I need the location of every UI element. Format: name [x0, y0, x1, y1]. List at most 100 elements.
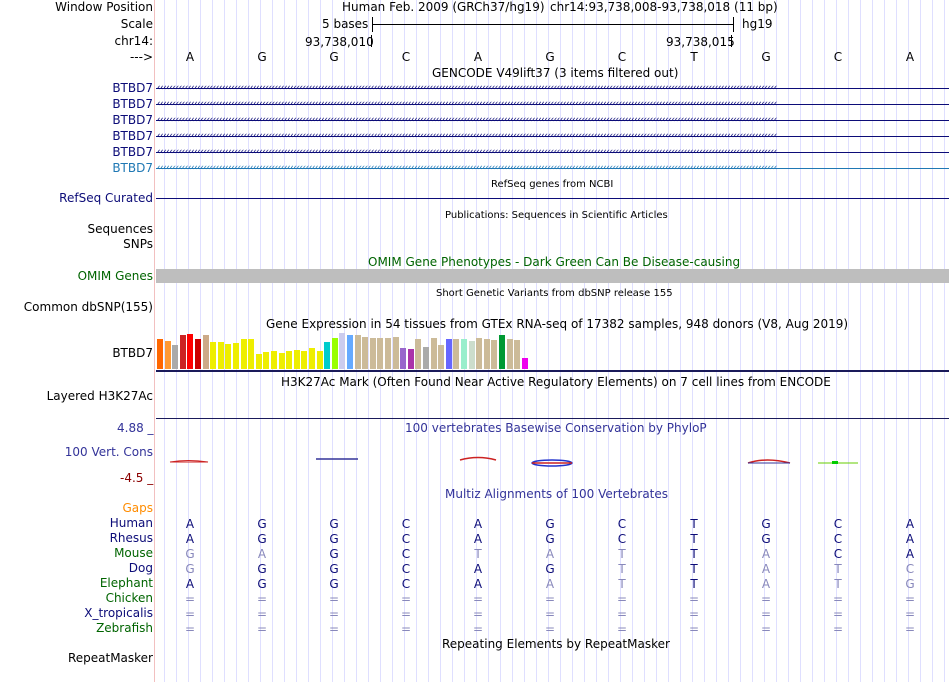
- gencode-gene-label[interactable]: BTBD7: [112, 81, 153, 95]
- publications-title[interactable]: Publications: Sequences in Scientific Ar…: [445, 210, 668, 221]
- species-label[interactable]: X_tropicalis: [84, 606, 153, 620]
- gtex-tissue-bar[interactable]: [369, 338, 376, 369]
- gtex-tissue-bar[interactable]: [309, 348, 315, 369]
- gtex-tissue-bar[interactable]: [385, 338, 391, 369]
- h3k27ac-label[interactable]: Layered H3K27Ac: [46, 389, 153, 403]
- snps-label[interactable]: SNPs: [123, 237, 153, 251]
- gtex-tissue-bar[interactable]: [164, 341, 171, 369]
- gtex-tissue-bar[interactable]: [514, 340, 521, 369]
- coord-left-tick: [371, 35, 372, 47]
- aligned-base: G: [545, 532, 555, 546]
- gtex-tissue-bar[interactable]: [445, 339, 452, 369]
- gencode-gene-label[interactable]: BTBD7: [112, 161, 153, 175]
- repeatmasker-title[interactable]: Repeating Elements by RepeatMasker: [442, 637, 670, 651]
- aligned-base: =: [904, 592, 916, 606]
- gtex-tissue-bar[interactable]: [179, 335, 186, 369]
- repeatmasker-label[interactable]: RepeatMasker: [67, 651, 153, 665]
- gtex-tissue-bar[interactable]: [172, 345, 179, 369]
- gtex-tissue-bar[interactable]: [331, 338, 338, 369]
- gtex-tissue-bar[interactable]: [324, 342, 331, 369]
- gtex-tissue-bar[interactable]: [339, 333, 346, 369]
- phylop-title[interactable]: 100 vertebrates Basewise Conservation by…: [405, 421, 707, 435]
- gtex-tissue-bar[interactable]: [286, 351, 293, 369]
- gtex-tissue-bar[interactable]: [521, 358, 528, 369]
- gaps-label[interactable]: Gaps: [122, 501, 153, 515]
- species-label[interactable]: Elephant: [99, 576, 153, 590]
- species-label[interactable]: Human: [109, 516, 153, 530]
- gencode-gene-label[interactable]: BTBD7: [112, 113, 153, 127]
- gencode-gene-line[interactable]: [156, 168, 949, 169]
- species-label[interactable]: Mouse: [114, 546, 153, 560]
- gtex-tissue-bar[interactable]: [499, 335, 505, 369]
- refseq-title[interactable]: RefSeq genes from NCBI: [491, 179, 614, 190]
- gtex-tissue-bar[interactable]: [362, 337, 369, 369]
- gtex-gene-line[interactable]: [156, 370, 949, 372]
- gtex-tissue-bar[interactable]: [407, 349, 414, 369]
- gtex-tissue-bar[interactable]: [461, 339, 467, 369]
- gencode-gene-line[interactable]: [156, 104, 949, 105]
- gtex-tissue-bar[interactable]: [392, 337, 399, 369]
- grid-line: [224, 0, 225, 682]
- gencode-gene-line[interactable]: [156, 136, 949, 137]
- gtex-tissue-bar[interactable]: [430, 338, 437, 369]
- gtex-tissue-bar[interactable]: [248, 339, 255, 369]
- omim-gene-bar[interactable]: [156, 269, 949, 283]
- gencode-title[interactable]: GENCODE V49lift37 (3 items filtered out): [432, 66, 679, 80]
- gencode-gene-line[interactable]: [156, 88, 949, 89]
- gtex-tissue-bar[interactable]: [491, 340, 498, 369]
- multiz-title[interactable]: Multiz Alignments of 100 Vertebrates: [445, 487, 669, 501]
- gencode-gene-line[interactable]: [156, 152, 949, 153]
- gtex-tissue-bar[interactable]: [347, 335, 353, 369]
- gencode-gene-line[interactable]: [156, 120, 949, 121]
- gtex-tissue-bar[interactable]: [316, 351, 323, 369]
- gencode-gene-label[interactable]: BTBD7: [112, 145, 153, 159]
- gtex-tissue-bar[interactable]: [438, 345, 445, 369]
- omim-title[interactable]: OMIM Gene Phenotypes - Dark Green Can Be…: [368, 255, 741, 269]
- gtex-tissue-bar[interactable]: [233, 343, 239, 369]
- gtex-tissue-bar[interactable]: [240, 339, 247, 369]
- gtex-tissue-bar[interactable]: [476, 338, 483, 369]
- refseq-label[interactable]: RefSeq Curated: [59, 191, 153, 205]
- grid-line: [716, 0, 717, 682]
- gtex-tissue-bar[interactable]: [468, 341, 475, 369]
- gtex-tissue-bar[interactable]: [293, 350, 300, 369]
- gtex-tissue-bar[interactable]: [210, 342, 217, 369]
- gtex-tissue-bar[interactable]: [263, 352, 270, 369]
- gtex-tissue-bar[interactable]: [255, 354, 262, 369]
- dbsnp-label[interactable]: Common dbSNP(155): [23, 300, 153, 314]
- gtex-tissue-bar[interactable]: [271, 351, 277, 369]
- gtex-tissue-bar[interactable]: [195, 339, 201, 369]
- publications-label[interactable]: Sequences: [87, 222, 153, 236]
- phylop-label[interactable]: 100 Vert. Cons: [64, 445, 153, 459]
- gtex-title[interactable]: Gene Expression in 54 tissues from GTEx …: [266, 317, 849, 331]
- dbsnp-title[interactable]: Short Genetic Variants from dbSNP releas…: [436, 288, 673, 299]
- gtex-tissue-bar[interactable]: [187, 334, 194, 369]
- gtex-tissue-bar[interactable]: [217, 342, 224, 369]
- gtex-tissue-bar[interactable]: [278, 353, 285, 369]
- gencode-gene-label[interactable]: BTBD7: [112, 97, 153, 111]
- gtex-tissue-bar[interactable]: [157, 339, 163, 369]
- gtex-tissue-bar[interactable]: [423, 347, 429, 369]
- gtex-tissue-bar[interactable]: [453, 339, 460, 369]
- gtex-tissue-bar[interactable]: [377, 338, 384, 369]
- gtex-tissue-bar[interactable]: [354, 335, 361, 369]
- species-label[interactable]: Dog: [128, 561, 153, 575]
- species-label[interactable]: Chicken: [105, 591, 153, 605]
- gtex-tissue-bar[interactable]: [506, 339, 513, 369]
- gtex-label[interactable]: BTBD7: [112, 346, 153, 360]
- gtex-tissue-bar[interactable]: [483, 339, 490, 369]
- gtex-tissue-bar[interactable]: [225, 344, 232, 369]
- species-label[interactable]: Rhesus: [109, 531, 153, 545]
- gtex-tissue-bar[interactable]: [301, 351, 308, 369]
- species-label[interactable]: Zebrafish: [96, 621, 153, 635]
- grid-line: [932, 0, 933, 682]
- gtex-tissue-bar[interactable]: [400, 348, 407, 369]
- gencode-gene-label[interactable]: BTBD7: [112, 129, 153, 143]
- gtex-tissue-bar[interactable]: [415, 339, 422, 369]
- omim-label[interactable]: OMIM Genes: [77, 269, 153, 283]
- refseq-gene-line[interactable]: [156, 198, 949, 199]
- strand-arrow-label[interactable]: --->: [129, 50, 153, 64]
- h3k27ac-title[interactable]: H3K27Ac Mark (Often Found Near Active Re…: [281, 375, 831, 389]
- gtex-tissue-bar[interactable]: [202, 335, 209, 369]
